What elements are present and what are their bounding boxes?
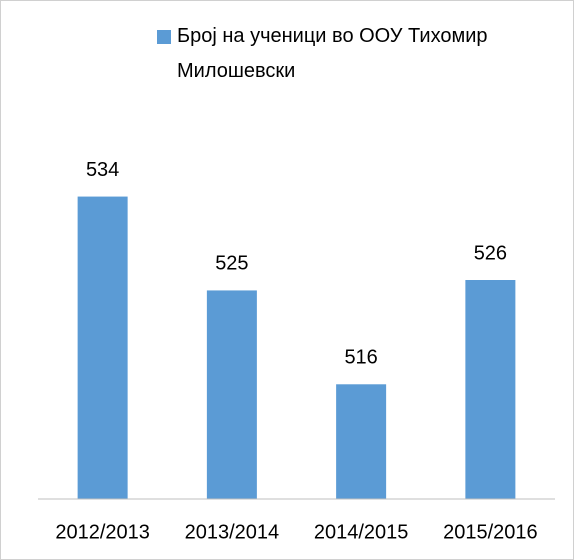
x-tick-label: 2015/2016 bbox=[443, 521, 538, 543]
bar bbox=[465, 280, 516, 499]
data-label: 516 bbox=[344, 347, 377, 369]
data-label: 526 bbox=[474, 242, 507, 264]
legend-swatch bbox=[157, 30, 171, 44]
bar bbox=[77, 196, 128, 500]
x-tick-label: 2013/2014 bbox=[185, 521, 280, 543]
bar bbox=[206, 290, 257, 499]
data-label: 534 bbox=[86, 159, 119, 181]
x-tick-label: 2012/2013 bbox=[55, 521, 150, 543]
bar bbox=[336, 384, 387, 499]
data-label: 525 bbox=[215, 253, 248, 275]
legend-label: Број на ученици во ООУ Тихомир Милошевск… bbox=[177, 25, 488, 82]
x-tick-label: 2014/2015 bbox=[314, 521, 409, 543]
